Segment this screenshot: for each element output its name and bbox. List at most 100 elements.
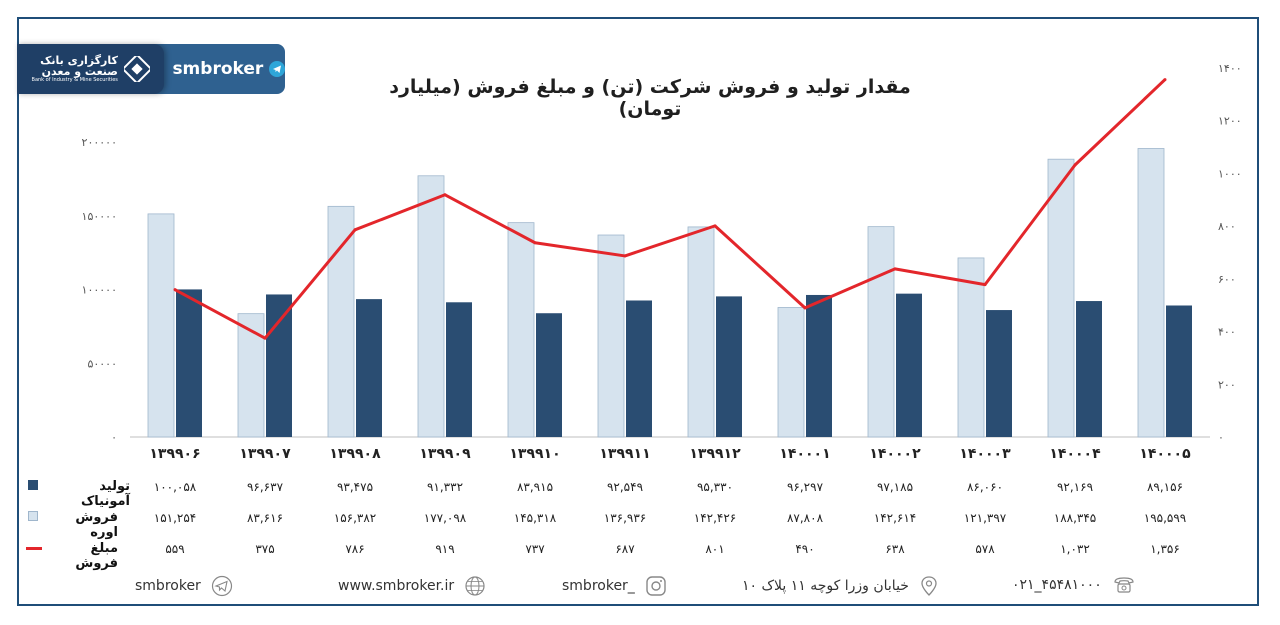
table-cell-value: ۹۱,۳۳۲ — [427, 480, 463, 494]
table-cell-value: ۱۵۱,۲۵۴ — [154, 511, 197, 525]
table-cell-value: ۹۲,۱۶۹ — [1057, 480, 1093, 494]
bar-production — [626, 300, 652, 437]
instagram-icon — [646, 576, 666, 596]
left-axis-tick-label: ۰ — [111, 431, 117, 444]
table-cell-value: ۱۳۶,۹۳۶ — [604, 511, 647, 525]
brand-logo-line2: صنعت و معدن — [41, 65, 118, 79]
table-cell-value: ۸۳,۹۱۵ — [517, 480, 553, 494]
line-point-sales-amount — [1073, 163, 1077, 167]
location-pin-icon — [921, 576, 937, 596]
chart-title: مقدار تولید و فروش شرکت (تن) و مبلغ فروش… — [389, 76, 911, 120]
line-point-sales-amount — [443, 193, 447, 197]
bar-production — [806, 294, 832, 437]
table-cell-value: ۷۳۷ — [525, 542, 545, 556]
line-point-sales-amount — [893, 267, 897, 271]
table-cell-value: ۹۵,۳۳۰ — [697, 480, 733, 494]
legend-label-sales-urea: فروش اوره — [75, 510, 118, 540]
table-cell-value: ۵۵۹ — [165, 542, 184, 556]
right-axis-tick-label: ۲۰۰ — [1218, 378, 1236, 391]
table-cell-value: ۹۲,۵۴۹ — [607, 480, 643, 494]
bar-sales-urea — [597, 234, 625, 438]
line-point-sales-amount — [713, 224, 717, 228]
table-cell-value: ۴۹۰ — [795, 542, 814, 556]
x-tick-label: ۱۴۰۰۰۳ — [959, 446, 1011, 462]
line-point-sales-amount — [983, 283, 987, 287]
bar-production — [716, 296, 742, 437]
bar-sales-urea — [147, 213, 175, 438]
brand-logo: کارگزاری بانک صنعت و معدن Bank of Indust… — [17, 44, 165, 94]
bar-sales-urea — [417, 175, 445, 438]
legend-label-production: تولید آمونیاک — [80, 479, 130, 509]
footer-telegram-text: smbroker — [135, 578, 201, 594]
table-cell-value: ۳۷۵ — [255, 542, 274, 556]
line-point-sales-amount — [623, 254, 627, 258]
line-point-sales-amount — [173, 288, 177, 292]
left-axis-tick-label: ۱۰۰۰۰۰ — [82, 284, 117, 297]
line-point-sales-amount — [803, 306, 807, 310]
brand-logo-line1: کارگزاری بانک — [40, 53, 118, 67]
x-tick-label: ۱۳۹۹۱۰ — [509, 446, 560, 462]
x-tick-label: ۱۳۹۹۰۶ — [149, 446, 200, 462]
table-cell-value: ۶۸۷ — [615, 542, 635, 556]
table-cell-value: ۱۴۲,۴۲۶ — [694, 511, 737, 525]
brand-banner: کارگزاری بانک صنعت و معدن Bank of Indust… — [17, 44, 285, 94]
bar-production — [1076, 301, 1102, 437]
bar-production — [446, 302, 472, 437]
bar-production — [266, 294, 292, 437]
right-axis-tick-label: ۱۰۰۰ — [1218, 167, 1242, 180]
bar-production — [986, 310, 1012, 437]
bar-production — [1166, 305, 1192, 437]
x-tick-label: ۱۳۹۹۰۹ — [419, 446, 471, 462]
left-axis-tick-label: ۲۰۰۰۰۰ — [82, 136, 117, 149]
line-point-sales-amount — [353, 228, 357, 232]
table-cell-value: ۸۳,۶۱۶ — [247, 511, 283, 525]
right-axis-tick-label: ۸۰۰ — [1218, 220, 1236, 233]
table-cell-value: ۱۴۵,۳۱۸ — [514, 511, 557, 525]
x-tick-label: ۱۳۹۹۱۱ — [599, 446, 650, 462]
right-axis-tick-label: ۰ — [1218, 431, 1224, 444]
footer-address: خیابان وزرا کوچه ۱۱ پلاک ۱۰ — [742, 575, 939, 597]
table-cell-value: ۸۷,۸۰۸ — [787, 511, 824, 525]
line-sales-amount — [174, 78, 1167, 340]
brand-logo-line3: Bank of Industry & Mine Securities — [31, 76, 118, 83]
legend-label-sales-amount: مبلغ فروش — [75, 541, 118, 571]
telegram-brand-icon[interactable] — [269, 61, 285, 77]
footer-telegram[interactable]: smbroker — [135, 575, 233, 597]
line-point-sales-amount — [263, 336, 267, 340]
footer-instagram-text: smbroker_ — [562, 578, 635, 594]
x-tick-label: ۱۳۹۹۱۲ — [689, 446, 741, 462]
legend-swatch-sales-urea — [28, 511, 38, 521]
bar-sales-urea — [327, 205, 355, 438]
x-tick-label: ۱۳۹۹۰۸ — [329, 446, 381, 462]
footer-address-text: خیابان وزرا کوچه ۱۱ پلاک ۱۰ — [742, 578, 909, 594]
brand-name: smbroker — [172, 59, 264, 79]
table-cell-value: ۵۷۸ — [975, 542, 995, 556]
globe-icon — [465, 576, 485, 596]
line-point-sales-amount — [1163, 78, 1167, 82]
bar-sales-urea — [687, 226, 715, 438]
table-cell-value: ۹۳,۴۷۵ — [337, 480, 373, 494]
bar-sales-urea — [507, 222, 535, 438]
table-cell-value: ۸۰۱ — [705, 542, 724, 556]
table-cell-value: ۱۵۶,۳۸۲ — [334, 511, 377, 525]
telegram-icon — [211, 575, 232, 597]
phone-icon — [1114, 577, 1134, 593]
footer-website-text: www.smbroker.ir — [338, 578, 455, 594]
footer-website[interactable]: www.smbroker.ir — [338, 575, 486, 597]
legend-swatch-sales-amount — [26, 547, 42, 550]
table-cell-value: ۱,۰۳۲ — [1060, 542, 1090, 556]
footer-instagram[interactable]: smbroker_ — [562, 575, 667, 597]
right-axis-tick-label: ۶۰۰ — [1218, 273, 1236, 286]
bar-sales-urea — [867, 226, 895, 438]
legend-swatch-production — [28, 480, 38, 490]
table-cell-value: ۱۸۸,۳۴۵ — [1054, 511, 1097, 525]
bar-production — [536, 313, 562, 437]
x-tick-label: ۱۳۹۹۰۷ — [239, 446, 291, 462]
table-cell-value: ۹۶,۲۹۷ — [787, 480, 824, 494]
right-axis-tick-label: ۴۰۰ — [1218, 326, 1236, 339]
footer-phone[interactable]: ۰۲۱_۴۵۴۸۱۰۰۰ — [1012, 575, 1136, 595]
bar-production — [176, 289, 202, 437]
bar-sales-urea — [1137, 148, 1165, 438]
table-cell-value: ۱۷۷,۰۹۸ — [424, 511, 467, 525]
